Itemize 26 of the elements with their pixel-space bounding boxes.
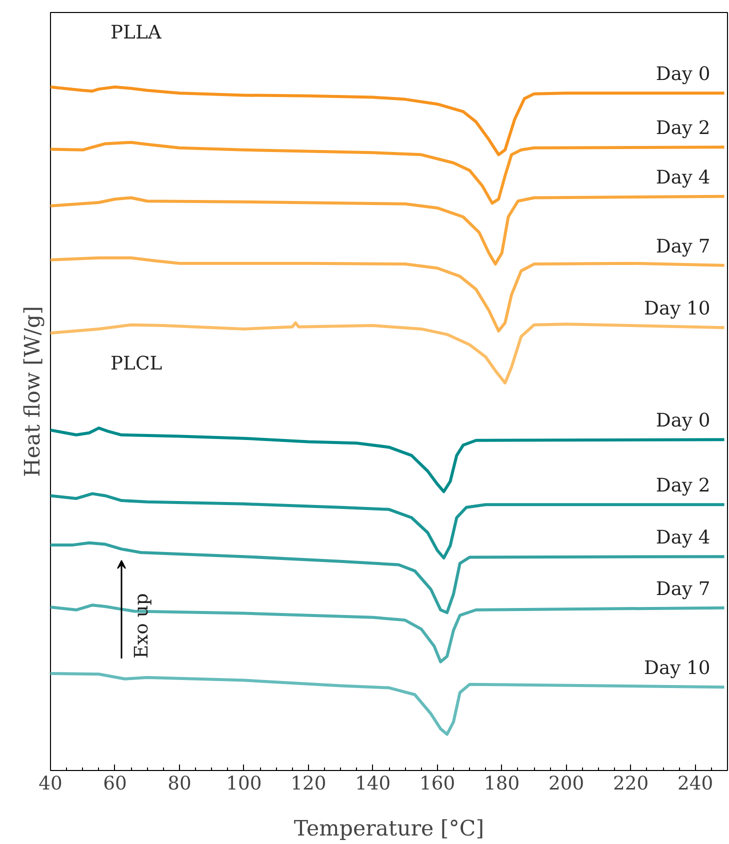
series-label: Day 0 xyxy=(656,410,710,432)
series-label: Day 0 xyxy=(656,64,710,86)
y-axis-title: Heat flow [W/g] xyxy=(20,306,46,477)
x-tick-label: 120 xyxy=(290,774,326,794)
series-label: Day 7 xyxy=(656,236,710,258)
x-tick-label: 200 xyxy=(548,774,584,794)
series-label: Day 4 xyxy=(656,167,710,188)
series-label: Day 10 xyxy=(644,658,710,680)
series-label: Day 4 xyxy=(656,528,710,549)
x-axis-title: Temperature [°C] xyxy=(294,816,484,842)
x-tick-label: 80 xyxy=(168,774,192,794)
x-tick-label: 240 xyxy=(677,774,714,794)
x-tick-label: 180 xyxy=(484,774,520,794)
series-label: Day 10 xyxy=(644,298,710,320)
x-tick-label: 100 xyxy=(226,774,262,794)
text: PLLA xyxy=(110,22,162,44)
x-tick-label: 40 xyxy=(38,774,62,794)
annotation: Exo up xyxy=(132,593,152,658)
x-tick-label: 220 xyxy=(612,774,649,794)
x-tick-label: 160 xyxy=(420,774,456,794)
series-label: Day 2 xyxy=(656,118,710,140)
series-label: Day 2 xyxy=(656,476,710,497)
x-tick-label: 140 xyxy=(355,774,391,794)
series-label: Day 7 xyxy=(656,578,710,600)
x-tick-label: 60 xyxy=(103,774,127,794)
annotation: PLCL xyxy=(110,354,162,374)
